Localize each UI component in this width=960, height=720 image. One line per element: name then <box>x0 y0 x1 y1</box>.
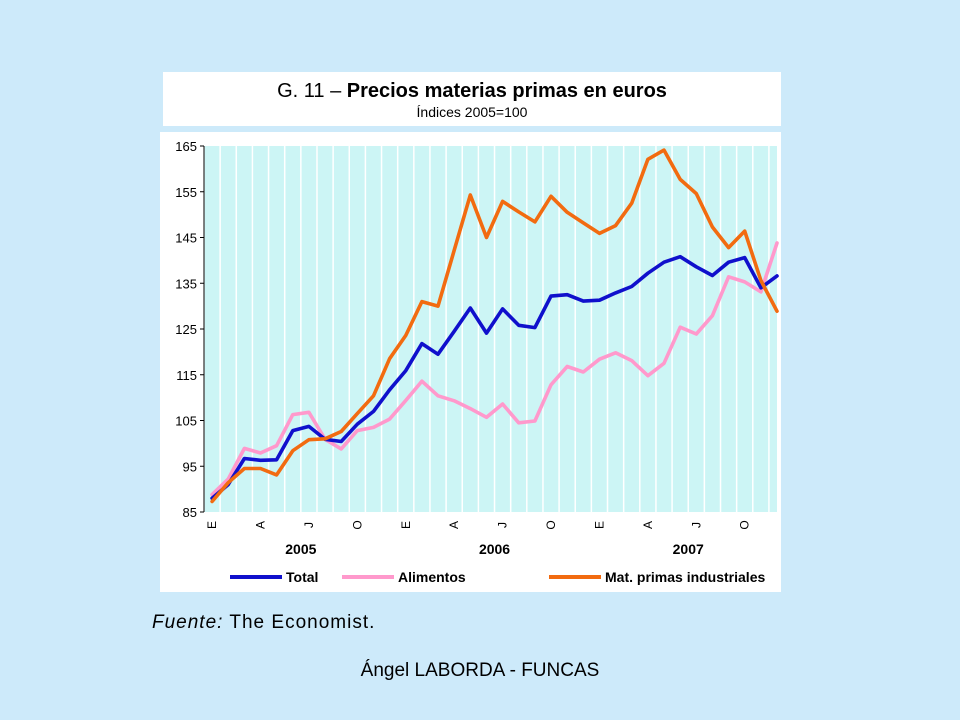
x-year-label: 2007 <box>673 541 704 557</box>
y-tick-label: 95 <box>183 459 197 474</box>
source-note: Fuente: The Economist. <box>152 612 375 634</box>
series-line-alimentos <box>210 241 779 497</box>
chart-panel: 85 95 105 115 125 135 145 155 165 E A J O E A J O E A J O 200… <box>160 132 781 592</box>
x-year-label: 2006 <box>479 541 510 557</box>
x-tick-label: J <box>496 522 510 528</box>
x-tick-label: J <box>302 522 316 528</box>
y-tick-label: 125 <box>175 322 197 337</box>
x-tick-label: O <box>350 520 364 529</box>
y-tick-label: 165 <box>175 139 197 154</box>
footer-credit: Ángel LABORDA - FUNCAS <box>360 660 600 681</box>
legend-label-industriales: Mat. primas industriales <box>605 569 765 585</box>
y-tick-label: 115 <box>176 368 197 383</box>
x-tick-label: A <box>641 521 655 529</box>
x-year-label: 2005 <box>285 541 316 557</box>
x-tick-label: A <box>447 521 461 529</box>
y-tick-label: 145 <box>175 231 197 246</box>
y-tick-label: 105 <box>175 414 197 429</box>
x-tick-label: J <box>689 522 703 528</box>
y-tick-label: 155 <box>175 185 197 200</box>
chart-subtitle: Índices 2005=100 <box>416 104 528 120</box>
chart-title-box: G. 11 – Precios materias primas en euros… <box>163 72 781 126</box>
source-value: The Economist. <box>229 612 376 633</box>
legend-label-total: Total <box>286 569 318 585</box>
chart-title-text: Precios materias primas en euros <box>346 80 667 102</box>
y-tick-label: 85 <box>183 505 197 520</box>
line-chart: 85 95 105 115 125 135 145 155 165 E A J O E A J O E A J O 200… <box>175 139 779 585</box>
chart-title: G. 11 – Precios materias primas en euros <box>163 80 781 103</box>
series-line-industriales <box>210 148 779 504</box>
x-tick-label: A <box>253 521 267 529</box>
x-tick-label: O <box>738 520 752 529</box>
x-tick-label: E <box>592 521 606 529</box>
x-tick-label: E <box>399 521 413 529</box>
x-tick-label: E <box>205 521 219 529</box>
y-tick-label: 135 <box>175 276 197 291</box>
x-tick-label: O <box>544 520 558 529</box>
chart-title-prefix: G. 11 – <box>277 80 347 102</box>
series-line-total <box>210 254 779 501</box>
legend-label-alimentos: Alimentos <box>398 569 466 585</box>
source-label: Fuente: <box>152 612 224 633</box>
